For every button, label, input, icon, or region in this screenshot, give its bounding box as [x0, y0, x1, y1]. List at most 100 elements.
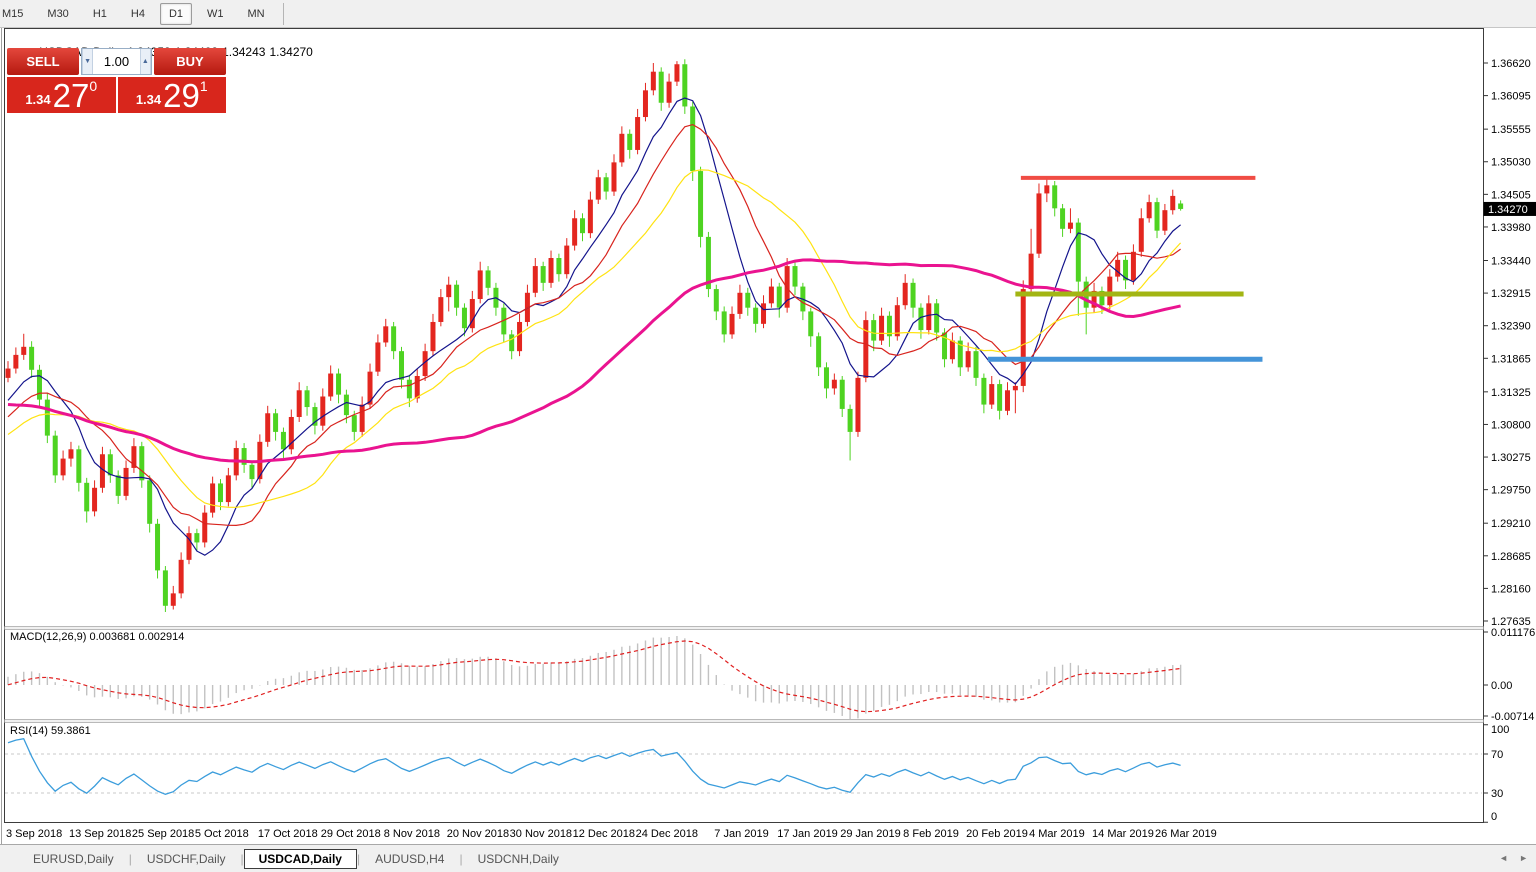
tab-separator: | [240, 852, 244, 866]
macd-label: MACD(12,26,9) [10, 631, 87, 643]
rsi-label-row: RSI(14) 59.3861 [10, 725, 91, 737]
date-axis: 3 Sep 2018 13 Sep 2018 25 Sep 2018 5 Oct 20… [6, 828, 1217, 840]
rsi-panel: 100 70 30 0 [5, 724, 1509, 823]
svg-text:1.28685: 1.28685 [1491, 551, 1531, 563]
svg-text:17 Oct 2018: 17 Oct 2018 [258, 828, 318, 840]
svg-text:1.34505: 1.34505 [1491, 189, 1531, 201]
buy-price-big: 29 [163, 77, 200, 114]
svg-text:30: 30 [1491, 788, 1503, 800]
lot-increase-button[interactable]: ▲ [139, 49, 152, 74]
buy-price-sup: 1 [199, 78, 208, 94]
toolbar-separator [282, 2, 284, 25]
svg-text:1.27635: 1.27635 [1491, 616, 1531, 628]
svg-text:1.29750: 1.29750 [1491, 485, 1531, 497]
macd-panel-splitter [4, 626, 1484, 630]
rsi-value: 59.3861 [50, 725, 91, 737]
svg-text:1.35555: 1.35555 [1491, 124, 1531, 136]
lot-size-stepper: ▼ ▲ [81, 48, 152, 75]
ma-55-line [7, 258, 1181, 464]
buy-button[interactable]: BUY [154, 48, 226, 75]
svg-text:1.32390: 1.32390 [1491, 321, 1531, 333]
tab-separator: | [128, 852, 132, 866]
sell-price-prefix: 1.34 [25, 92, 51, 107]
svg-text:100: 100 [1491, 724, 1509, 736]
moving-average-lines [7, 97, 1182, 556]
svg-text:1.32915: 1.32915 [1491, 288, 1531, 300]
tab-usdchf-daily[interactable]: USDCHF,Daily [146, 852, 226, 866]
svg-text:13 Sep 2018: 13 Sep 2018 [69, 828, 131, 840]
rsi-label: RSI(14) [10, 725, 48, 737]
timeframe-w1[interactable]: W1 [207, 7, 224, 20]
svg-text:8 Feb 2019: 8 Feb 2019 [903, 828, 959, 840]
sell-button[interactable]: SELL [7, 48, 79, 75]
svg-text:0: 0 [1491, 811, 1497, 823]
timeframe-h4[interactable]: H4 [130, 7, 145, 20]
svg-text:12 Dec 2018: 12 Dec 2018 [573, 828, 635, 840]
tab-separator: | [459, 852, 463, 866]
svg-text:70: 70 [1491, 749, 1503, 761]
chart-frame [4, 28, 1484, 823]
svg-text:26 Mar 2019: 26 Mar 2019 [1155, 828, 1217, 840]
svg-text:0.011176: 0.011176 [1491, 627, 1535, 639]
one-click-trading-panel: SELL ▼ ▲ BUY 1.34 27 0 1.34 29 1 [7, 48, 226, 113]
svg-text:29 Jan 2019: 29 Jan 2019 [840, 828, 901, 840]
svg-text:24 Dec 2018: 24 Dec 2018 [636, 828, 698, 840]
tab-separator: | [356, 852, 361, 866]
sell-price[interactable]: 1.34 27 0 [7, 77, 116, 113]
svg-text:8 Nov 2018: 8 Nov 2018 [384, 828, 440, 840]
timeframe-m15[interactable]: M15 [2, 7, 24, 20]
candlesticks [5, 59, 1184, 612]
svg-text:1.33980: 1.33980 [1491, 222, 1531, 234]
macd-signal-line [7, 640, 1181, 713]
svg-text:7 Jan 2019: 7 Jan 2019 [714, 828, 768, 840]
horizontal-trendlines [987, 175, 1263, 362]
ma-21-line [7, 169, 1182, 508]
chart-canvas[interactable]: 1.36620 1.36095 1.35555 1.35030 1.34505 1.339… [0, 28, 1536, 845]
ohlc-low: 1.34243 [222, 45, 266, 59]
svg-text:1.35030: 1.35030 [1491, 157, 1531, 169]
tab-eurusd-daily[interactable]: EURUSD,Daily [33, 852, 114, 866]
svg-text:1.31865: 1.31865 [1491, 353, 1531, 365]
timeframe-m30[interactable]: M30 [47, 7, 69, 20]
ma-13-line [7, 123, 1181, 527]
rsi-panel-splitter [4, 719, 1484, 723]
lot-size-input[interactable] [93, 49, 140, 74]
svg-text:1.28160: 1.28160 [1491, 583, 1531, 595]
ma-8-line [7, 97, 1181, 556]
tab-usdcad-daily[interactable]: USDCAD,Daily [243, 849, 357, 869]
tab-scroll-right-icon[interactable]: ► [1519, 853, 1528, 863]
timeframe-mn[interactable]: MN [247, 7, 265, 20]
svg-text:0.00: 0.00 [1491, 680, 1512, 692]
svg-text:25 Sep 2018: 25 Sep 2018 [132, 828, 194, 840]
svg-text:5 Oct 2018: 5 Oct 2018 [195, 828, 249, 840]
svg-text:1.36620: 1.36620 [1491, 58, 1531, 70]
svg-text:1.30275: 1.30275 [1491, 452, 1531, 464]
buy-price[interactable]: 1.34 29 1 [117, 77, 226, 114]
sell-price-sup: 0 [89, 78, 98, 94]
tab-audusd-h4[interactable]: AUDUSD,H4 [375, 852, 445, 866]
rsi-line [7, 737, 1181, 795]
sell-price-big: 27 [52, 77, 90, 114]
tab-usdcnh-daily[interactable]: USDCNH,Daily [477, 852, 559, 866]
macd-panel: 0.011176 0.00 -0.00714 [7, 627, 1535, 723]
svg-text:20 Feb 2019: 20 Feb 2019 [966, 828, 1028, 840]
timeframe-h1[interactable]: H1 [92, 7, 107, 20]
svg-text:1.31325: 1.31325 [1491, 387, 1531, 399]
svg-text:1.29210: 1.29210 [1491, 518, 1531, 530]
current-price-label: 1.34270 [1488, 204, 1528, 216]
svg-text:3 Sep 2018: 3 Sep 2018 [6, 828, 62, 840]
lot-decrease-button[interactable]: ▼ [82, 49, 94, 74]
svg-text:30 Nov 2018: 30 Nov 2018 [510, 828, 572, 840]
svg-text:-0.00714: -0.00714 [1491, 711, 1534, 723]
macd-value-main: 0.003681 [89, 631, 136, 643]
tab-scroll-left-icon[interactable]: ◄ [1499, 853, 1508, 863]
svg-text:14 Mar 2019: 14 Mar 2019 [1092, 828, 1154, 840]
svg-text:17 Jan 2019: 17 Jan 2019 [777, 828, 838, 840]
svg-text:20 Nov 2018: 20 Nov 2018 [447, 828, 509, 840]
timeframe-d1[interactable]: D1 [159, 2, 192, 25]
macd-label-row: MACD(12,26,9) 0.003681 0.002914 [10, 631, 184, 643]
timeframe-toolbar: M15 M30 H1 H4 D1 W1 MN [0, 0, 1536, 28]
price-axis: 1.36620 1.36095 1.35555 1.35030 1.34505 1.339… [1483, 58, 1536, 628]
svg-text:1.30800: 1.30800 [1491, 419, 1531, 431]
